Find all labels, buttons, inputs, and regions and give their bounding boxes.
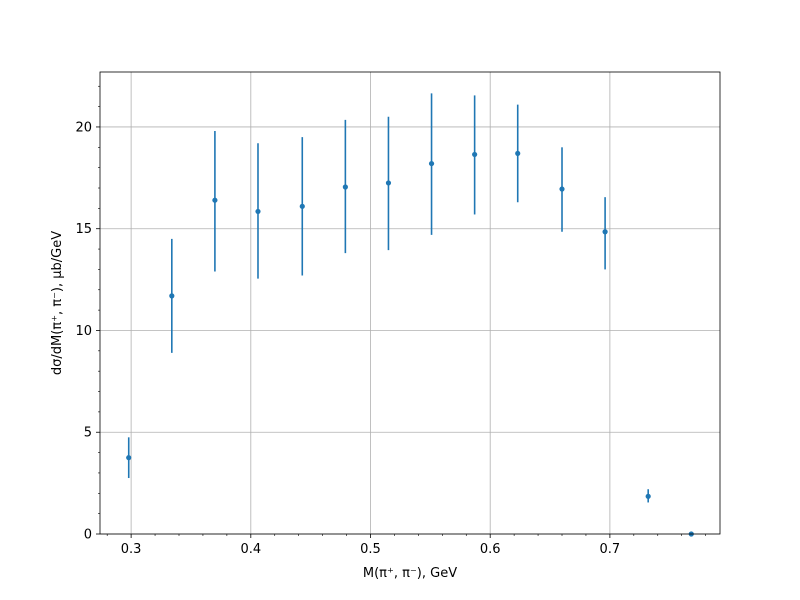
y-tick-label: 0 (84, 528, 92, 543)
data-point-6 (385, 116, 392, 251)
data-point-8 (472, 95, 478, 215)
data-marker (342, 184, 348, 190)
data-marker (299, 203, 305, 209)
x-tick-label: 0.3 (121, 542, 142, 557)
data-point-1 (169, 238, 175, 353)
data-point-9 (515, 104, 521, 203)
data-marker (255, 208, 261, 215)
data-series (126, 93, 694, 537)
y-tick-label: 15 (75, 222, 92, 237)
data-point-3 (255, 143, 261, 279)
plot-frame (99, 71, 721, 535)
data-marker (428, 160, 435, 167)
data-point-5 (342, 119, 348, 254)
data-point-10 (559, 147, 565, 232)
x-tick-label: 0.5 (360, 542, 381, 557)
data-point-0 (126, 437, 132, 479)
x-axis-label: M(π⁺, π⁻), GeV (363, 566, 457, 581)
data-point-7 (428, 93, 435, 235)
data-marker (385, 180, 392, 186)
data-point-12 (645, 489, 651, 503)
y-tick-label: 20 (75, 120, 92, 135)
x-tick-label: 0.7 (600, 542, 621, 557)
y-axis-label: dσ/dM(π⁺, π⁻), μb/GeV (50, 231, 65, 375)
data-marker (602, 229, 608, 235)
data-point-2 (212, 131, 218, 272)
data-point-4 (299, 137, 305, 276)
data-marker (515, 150, 521, 157)
data-marker (126, 455, 132, 461)
y-tick-label: 5 (84, 426, 92, 441)
plot-area: 0.3 0.4 0.5 0.6 0.7 0 5 10 15 20 (75, 71, 721, 557)
data-marker (212, 197, 218, 203)
data-marker (169, 293, 175, 299)
x-tick-label: 0.6 (480, 542, 501, 557)
data-point-11 (602, 197, 608, 270)
data-marker (559, 186, 565, 192)
x-tick-label: 0.4 (240, 542, 261, 557)
y-tick-label: 10 (75, 324, 92, 339)
ticks: 0.3 0.4 0.5 0.6 0.7 0 5 10 15 20 (75, 85, 706, 557)
data-marker (645, 493, 651, 499)
data-marker (472, 151, 478, 158)
